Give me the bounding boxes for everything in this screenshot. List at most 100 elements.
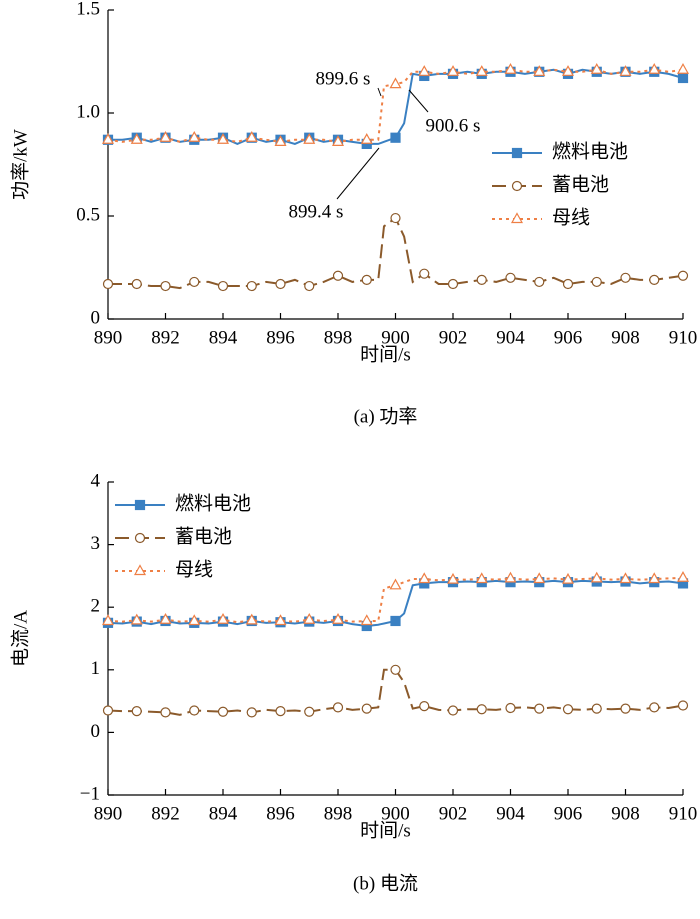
marker: [160, 707, 171, 718]
marker: [446, 572, 460, 584]
marker: [274, 135, 287, 146]
marker: [648, 572, 661, 584]
chart-panel: 890 892 894 896 898 900 902 904 906 908 910 −1 0 1 2 3 4…: [9, 470, 697, 894]
legend-label: 燃料电池: [175, 492, 251, 514]
x-tick-label: 900: [381, 327, 410, 348]
x-tick-label: 902: [439, 803, 468, 824]
marker: [245, 130, 258, 142]
marker: [677, 270, 689, 281]
marker: [562, 704, 574, 715]
marker: [390, 212, 401, 224]
marker: [446, 65, 460, 76]
marker: [360, 614, 373, 626]
marker: [160, 280, 171, 292]
marker: [101, 133, 115, 144]
marker: [561, 572, 575, 584]
caption: (a) 功率: [354, 405, 418, 427]
annotation: 899.6 s: [316, 68, 371, 89]
marker: [361, 703, 372, 714]
annotation-leader: [408, 89, 429, 113]
chart-panel: 890 892 894 896 898 900 902 904 906 908 910 0 0.5 1.0…: [9, 0, 697, 427]
marker: [676, 63, 690, 74]
marker: [331, 612, 345, 624]
legend-label: 母线: [552, 206, 590, 228]
marker: [504, 571, 517, 583]
marker: [510, 212, 524, 224]
marker: [390, 664, 401, 675]
x-tick-label: 902: [439, 327, 468, 348]
marker: [591, 703, 602, 714]
marker: [476, 704, 487, 715]
marker: [217, 280, 229, 292]
marker: [134, 499, 146, 511]
marker: [620, 703, 631, 714]
marker: [360, 133, 373, 144]
x-tick-label: 908: [611, 803, 640, 824]
marker: [303, 612, 316, 624]
marker: [475, 572, 488, 584]
marker: [505, 702, 516, 714]
marker: [134, 532, 146, 544]
annotation-leader: [336, 147, 380, 200]
marker: [102, 278, 114, 290]
marker: [475, 65, 488, 76]
marker: [649, 274, 660, 285]
marker: [246, 280, 257, 292]
x-tick-label: 904: [496, 327, 525, 348]
marker: [504, 63, 517, 74]
legend-label: 蓄电池: [175, 525, 232, 547]
marker: [590, 571, 603, 583]
marker: [534, 703, 545, 714]
marker: [189, 276, 200, 288]
marker: [562, 278, 574, 290]
legend-label: 蓄电池: [552, 173, 609, 195]
x-tick-label: 904: [496, 803, 525, 824]
marker: [619, 572, 632, 584]
marker: [533, 572, 546, 584]
marker: [102, 705, 114, 716]
y-tick-label: 4: [91, 470, 101, 491]
x-tick-label: 892: [151, 327, 180, 348]
marker: [533, 65, 546, 76]
legend-label: 燃料电池: [552, 140, 628, 162]
marker: [217, 706, 229, 717]
marker: [447, 278, 459, 290]
marker: [591, 276, 602, 288]
marker: [216, 612, 230, 624]
marker: [390, 132, 401, 143]
marker: [130, 133, 143, 144]
marker: [505, 272, 516, 283]
marker: [676, 571, 690, 582]
y-tick-label: 0.5: [76, 204, 100, 225]
x-tick-label: 894: [209, 327, 238, 348]
marker: [619, 65, 632, 76]
x-tick-label: 900: [381, 803, 410, 824]
y-axis-label: 功率/kW: [9, 129, 31, 200]
marker: [275, 706, 286, 717]
marker: [188, 614, 201, 626]
marker: [245, 613, 258, 625]
annotation: 900.6 s: [426, 115, 481, 136]
x-tick-label: 906: [554, 327, 583, 348]
marker: [304, 280, 315, 292]
marker: [620, 272, 631, 283]
y-tick-label: 0: [91, 307, 101, 328]
marker: [419, 701, 430, 712]
annotation-leader: [377, 87, 382, 97]
x-tick-label: 910: [669, 327, 698, 348]
marker: [159, 130, 172, 142]
x-tick-label: 896: [266, 327, 295, 348]
marker: [677, 700, 689, 711]
x-axis-label: 时间/s: [360, 343, 411, 365]
marker: [332, 702, 344, 713]
x-tick-label: 896: [266, 803, 295, 824]
annotation: 899.4 s: [289, 201, 344, 222]
marker: [511, 147, 523, 159]
y-tick-label: 1.5: [76, 0, 100, 19]
x-tick-label: 906: [554, 803, 583, 824]
y-axis-label: 电流/A: [9, 610, 31, 667]
marker: [274, 614, 287, 626]
marker: [159, 612, 172, 624]
marker: [275, 278, 286, 290]
marker: [590, 63, 603, 74]
